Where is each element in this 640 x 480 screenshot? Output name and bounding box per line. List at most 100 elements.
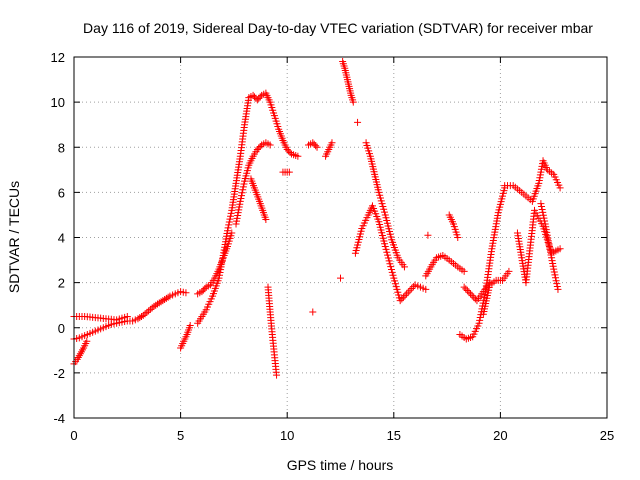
data-point — [475, 319, 483, 327]
data-point — [159, 297, 167, 305]
y-tick-label: 2 — [58, 276, 65, 291]
data-point — [146, 305, 154, 313]
data-point — [143, 308, 151, 316]
data-point — [551, 271, 559, 279]
data-point — [309, 139, 317, 147]
data-point — [225, 221, 233, 229]
y-tick-label: 12 — [51, 50, 65, 65]
data-point — [236, 197, 244, 205]
data-point — [134, 315, 142, 323]
data-point — [253, 96, 261, 104]
data-point — [541, 217, 549, 225]
data-point — [408, 284, 416, 292]
data-point — [139, 311, 147, 319]
data-point — [396, 297, 404, 305]
data-point — [309, 308, 317, 316]
data-point — [383, 248, 391, 256]
data-point — [239, 186, 247, 194]
series-trace-r — [362, 139, 408, 271]
data-point — [409, 283, 417, 291]
axis-ticks: 0 5 10 15 20 25 -4 -2 0 2 4 6 8 10 12 — [51, 50, 615, 443]
data-point — [155, 299, 163, 307]
data-series — [70, 58, 564, 379]
chart-title: Day 116 of 2019, Sidereal Day-to-day VTE… — [83, 20, 593, 36]
data-point — [285, 168, 293, 176]
data-point — [226, 215, 234, 223]
y-tick-label: 8 — [58, 140, 65, 155]
series-trace-m — [309, 308, 317, 316]
data-point — [454, 234, 462, 241]
data-point — [539, 211, 547, 219]
data-point — [385, 257, 393, 265]
data-point — [266, 141, 274, 149]
y-axis-label: SDTVAR / TECUs — [6, 181, 22, 293]
series-trace-j — [279, 168, 293, 176]
data-point — [145, 307, 153, 315]
series-trace-h — [247, 175, 270, 223]
data-point — [552, 277, 560, 285]
data-point — [150, 302, 158, 310]
data-point — [476, 316, 484, 324]
data-point — [406, 286, 414, 294]
data-point — [387, 265, 395, 273]
data-point — [285, 147, 293, 155]
data-point — [550, 265, 558, 273]
x-axis-label: GPS time / hours — [287, 457, 394, 473]
x-tick-label: 10 — [280, 428, 294, 443]
data-point — [227, 209, 235, 217]
data-point — [554, 285, 562, 293]
data-point — [228, 229, 236, 237]
y-tick-label: -4 — [53, 411, 65, 426]
y-tick-label: 4 — [58, 231, 65, 246]
data-point — [238, 189, 246, 197]
x-tick-label: 25 — [600, 428, 614, 443]
data-point — [255, 144, 263, 152]
data-point — [386, 260, 394, 268]
data-point — [538, 205, 546, 213]
series-trace-q — [351, 202, 430, 305]
series-trace-t — [424, 231, 432, 239]
data-point — [422, 285, 430, 293]
data-point — [225, 218, 233, 226]
series-trace-a — [70, 288, 190, 343]
data-point — [505, 267, 513, 275]
series-trace-f — [194, 229, 236, 298]
data-point — [256, 93, 264, 101]
series-trace-g — [232, 139, 274, 228]
data-point — [152, 301, 160, 309]
data-point — [237, 194, 245, 202]
y-tick-label: 6 — [58, 185, 65, 200]
series-trace-p — [354, 118, 362, 126]
data-point — [463, 287, 471, 295]
y-tick-label: 10 — [51, 95, 65, 110]
data-point — [182, 289, 190, 297]
data-point — [476, 313, 484, 321]
data-point — [539, 208, 547, 216]
data-point — [283, 146, 291, 154]
data-point — [310, 140, 318, 148]
data-point — [424, 231, 432, 239]
data-point — [398, 295, 406, 303]
y-tick-label: 0 — [58, 321, 65, 336]
series-trace-o — [337, 274, 344, 282]
data-point — [286, 149, 294, 157]
data-point — [401, 292, 409, 300]
series-trace-i — [264, 283, 281, 379]
data-point — [468, 292, 476, 300]
data-point — [136, 314, 144, 322]
data-point — [388, 268, 396, 276]
data-point — [537, 200, 545, 208]
series-trace-u — [445, 211, 462, 241]
data-point — [556, 245, 564, 253]
data-point — [239, 183, 247, 191]
grid — [74, 57, 607, 418]
data-point — [138, 312, 146, 320]
data-point — [399, 293, 407, 301]
series-trace-n — [339, 58, 357, 106]
data-point — [538, 203, 546, 211]
data-point — [553, 282, 561, 290]
series-trace-k — [305, 139, 321, 151]
data-point — [256, 142, 264, 150]
data-point — [540, 214, 548, 222]
data-point — [465, 288, 473, 296]
